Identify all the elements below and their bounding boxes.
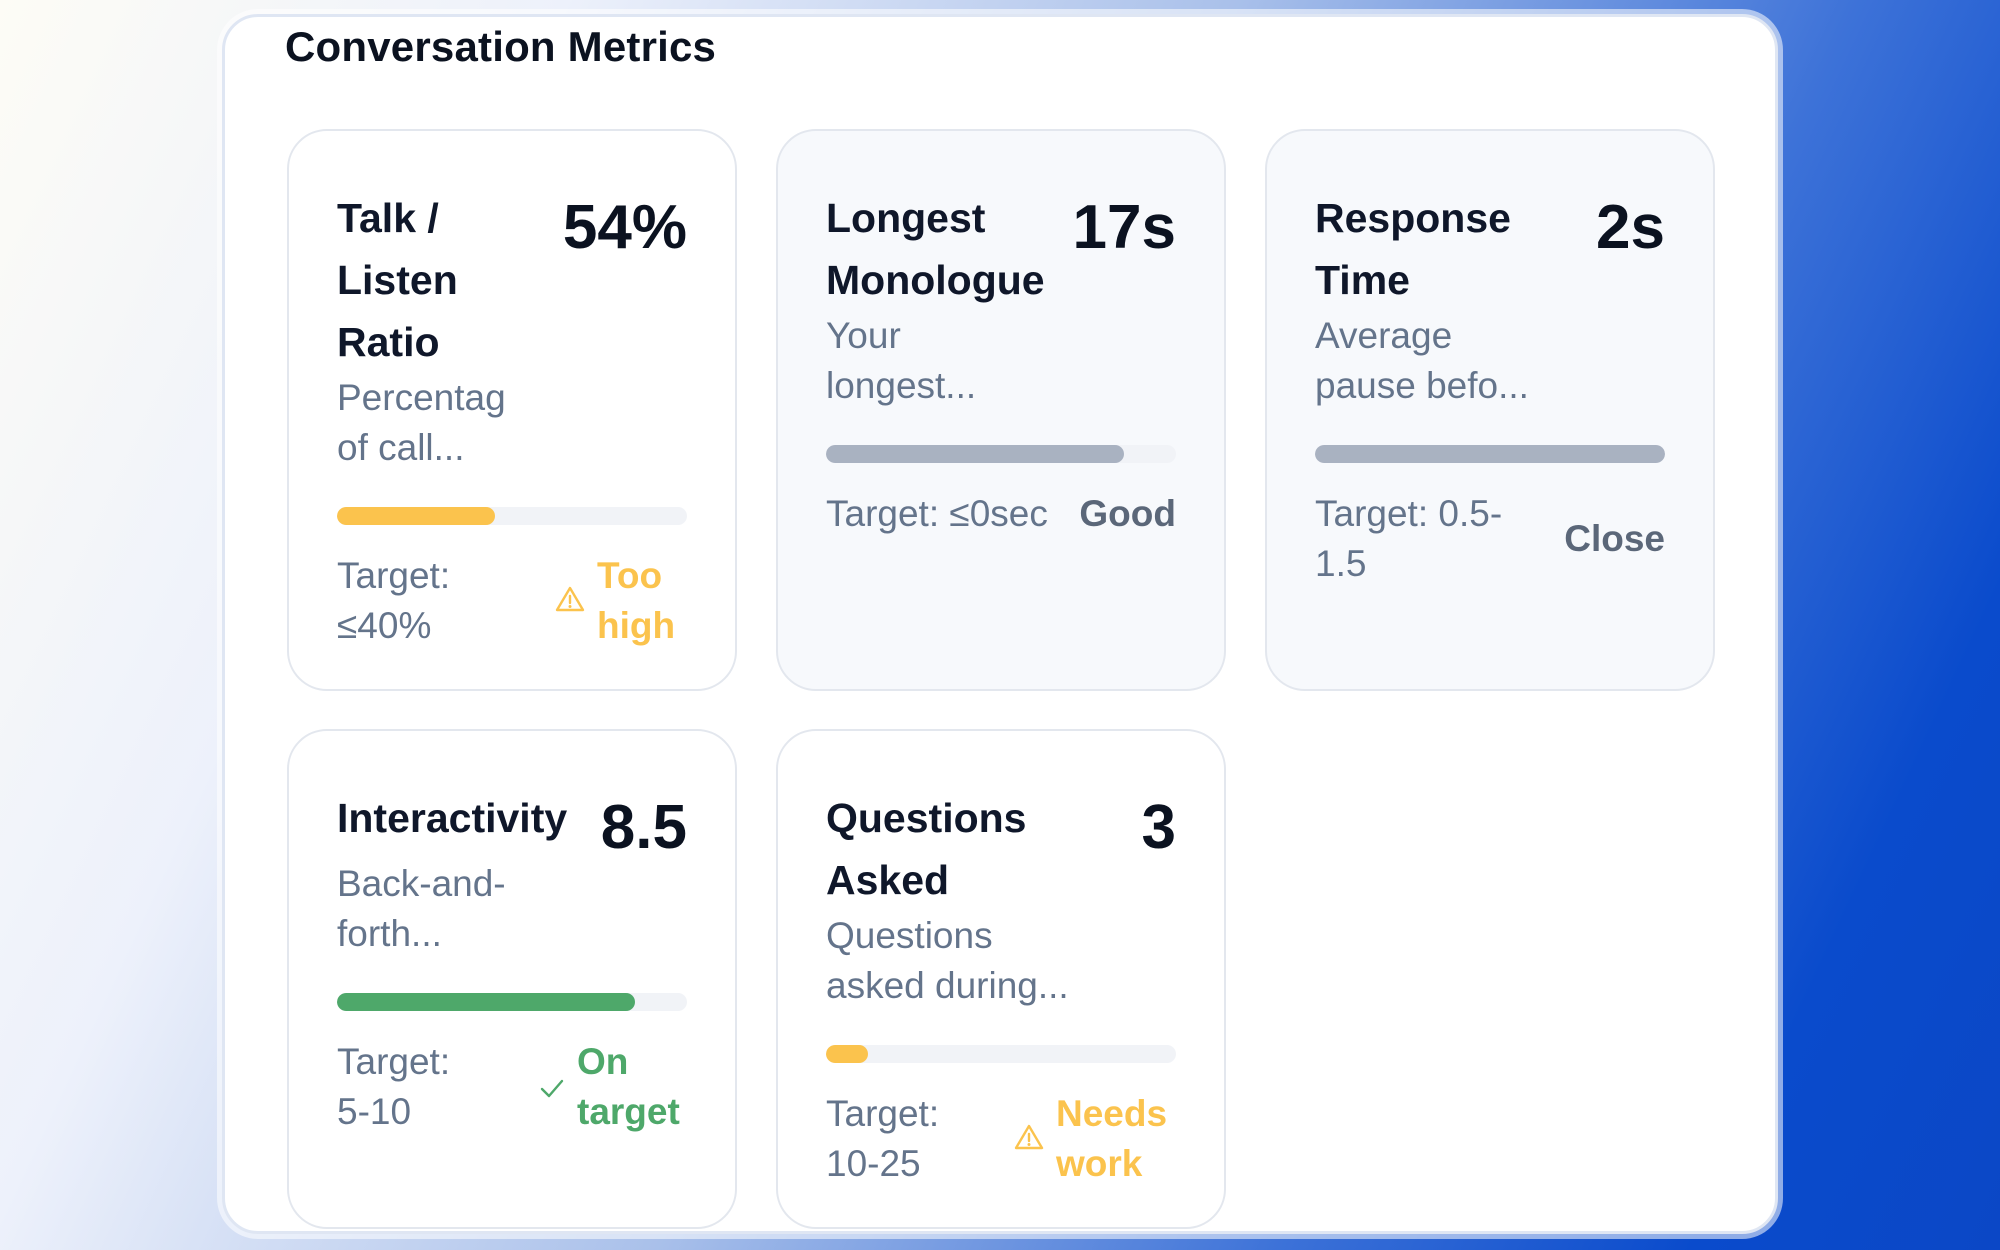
status-badge: Close	[1564, 514, 1665, 564]
metric-title: Talk / Listen Ratio	[337, 195, 458, 365]
metric-target: Target: 5-10	[337, 1041, 451, 1132]
metric-target: Target: ≤40%	[337, 555, 451, 646]
metric-value: 17s	[1072, 193, 1176, 262]
progress-fill	[337, 993, 635, 1011]
metric-card-interactivity[interactable]: Interactivity 8.5 Back-and-forth... Targ…	[287, 729, 737, 1229]
status-label: Too high	[597, 555, 676, 646]
metric-title: Interactivity	[337, 795, 568, 841]
check-icon	[539, 1062, 577, 1112]
status-badge: Needs work	[1014, 1089, 1176, 1189]
status-label: Close	[1564, 518, 1665, 559]
metric-value: 54%	[562, 193, 687, 262]
status-label: On target	[577, 1041, 680, 1132]
progress-bar	[826, 445, 1176, 463]
progress-bar	[337, 507, 687, 525]
status-badge: On target	[539, 1037, 687, 1137]
metric-value: 3	[1141, 793, 1176, 862]
metric-value: 2s	[1596, 193, 1665, 262]
progress-fill	[1315, 445, 1665, 463]
progress-fill	[826, 1045, 868, 1063]
metric-description: Back-and-forth...	[337, 863, 506, 954]
metric-description: Your longest...	[826, 315, 977, 406]
status-badge: Good	[1079, 489, 1176, 539]
progress-bar	[826, 1045, 1176, 1063]
metric-target: Target: 10-25	[826, 1093, 940, 1184]
progress-bar	[1315, 445, 1665, 463]
warning-icon	[1014, 1114, 1056, 1164]
metric-title: Longest Monologue	[826, 195, 1045, 303]
conversation-metrics-panel: Conversation Metrics Talk / Listen Ratio…	[222, 14, 1778, 1234]
metric-card-talk-listen-ratio[interactable]: Talk / Listen Ratio 54% Percentage of ca…	[287, 129, 737, 691]
metric-description: Average pause befo...	[1315, 315, 1529, 406]
metric-description: Questions asked during...	[826, 915, 1069, 1006]
metric-card-longest-monologue[interactable]: Longest Monologue 17s Your longest... Ta…	[776, 129, 1226, 691]
progress-fill	[337, 507, 495, 525]
progress-bar	[337, 993, 687, 1011]
metric-card-response-time[interactable]: Response Time 2s Average pause befo... T…	[1265, 129, 1715, 691]
status-label: Needs work	[1056, 1093, 1168, 1184]
metrics-grid: Talk / Listen Ratio 54% Percentage of ca…	[287, 129, 1719, 1229]
panel-title: Conversation Metrics	[285, 23, 717, 70]
metric-card-questions-asked[interactable]: Questions Asked 3 Questions asked during…	[776, 729, 1226, 1229]
metric-value: 8.5	[600, 793, 687, 862]
warning-icon	[555, 576, 597, 626]
metric-title: Response Time	[1315, 195, 1511, 303]
metric-title: Questions Asked	[826, 795, 1027, 903]
metric-target: Target: 0.5-1.5	[1315, 493, 1503, 584]
metric-description: Percentage of call...	[337, 377, 505, 468]
metric-target: Target: ≤0sec	[826, 493, 1048, 534]
status-label: Good	[1079, 493, 1176, 534]
status-badge: Too high	[555, 551, 687, 651]
progress-fill	[826, 445, 1124, 463]
